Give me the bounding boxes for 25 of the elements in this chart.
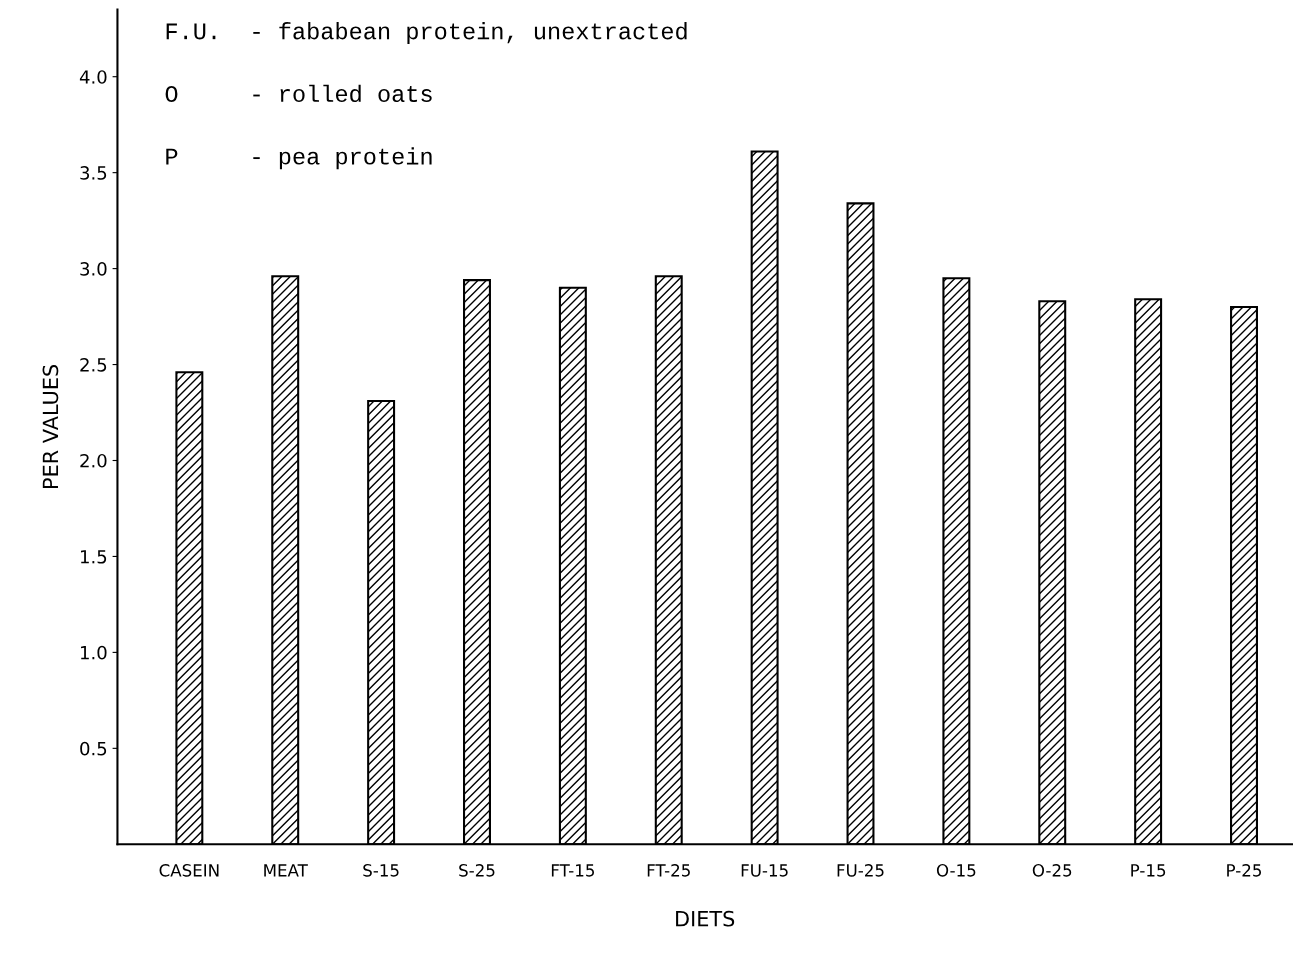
x-tick-label: S-25	[459, 864, 495, 877]
x-tick-label: O-25	[1032, 864, 1072, 877]
y-tick-label: 4.0	[79, 70, 107, 84]
x-tick-label: MEAT	[264, 864, 308, 877]
x-tick-label: CASEIN	[159, 864, 219, 877]
x-axis-title: DIETS	[676, 910, 735, 927]
x-tick-label: FU-15	[741, 864, 788, 877]
annotation: F.U. - fababean protein, unextracted	[166, 22, 687, 45]
x-tick-label: S-15	[363, 864, 399, 877]
x-tick-label: P-15	[1131, 864, 1166, 877]
x-tick-label: FT-15	[551, 864, 594, 877]
y-tick-label: 2.0	[80, 453, 107, 468]
x-tick-label: FT-25	[647, 864, 690, 877]
y-tick-label: 1.0	[81, 645, 107, 660]
x-tick-label: FU-25	[837, 864, 884, 877]
x-tick-label: P-25	[1227, 864, 1262, 877]
x-tick-label: O-15	[936, 864, 976, 877]
y-tick-label: 1.5	[81, 550, 107, 564]
y-tick-label: 2.5	[80, 358, 107, 372]
y-tick-label: 3.5	[80, 166, 107, 180]
annotation: O - rolled oats	[165, 84, 432, 103]
y-tick-label: 0.5	[80, 741, 107, 756]
annotation: P - pea protein	[166, 147, 432, 170]
y-tick-label: 3.0	[80, 262, 107, 276]
y-axis-title: PER VALUES	[42, 364, 59, 488]
